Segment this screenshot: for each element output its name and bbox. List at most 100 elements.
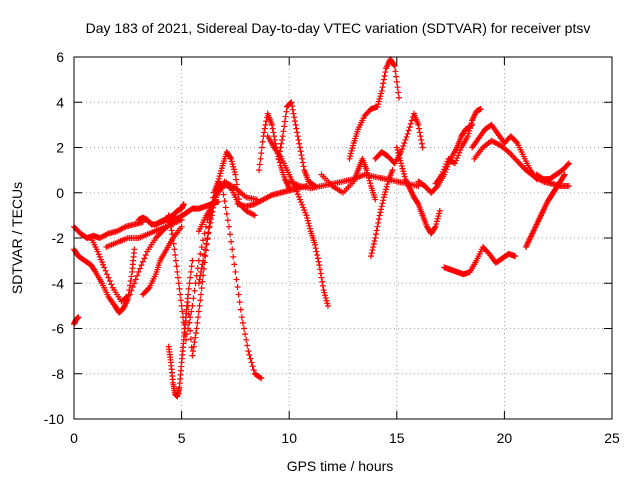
- data-point-interp: [560, 172, 567, 179]
- data-point-interp: [380, 76, 387, 83]
- data-point-interp: [400, 168, 407, 175]
- data-point-interp: [199, 261, 206, 268]
- data-point-interp: [416, 129, 423, 136]
- x-tick-label: 20: [497, 430, 513, 446]
- data-point-interp: [293, 188, 300, 195]
- data-point-interp: [177, 291, 184, 298]
- data-point-interp: [378, 206, 385, 213]
- x-tick-label: 15: [389, 430, 405, 446]
- data-point-interp: [197, 297, 204, 304]
- data-point-interp: [97, 256, 104, 263]
- series-arc-29: [522, 171, 568, 251]
- series-arc-25: [432, 106, 484, 187]
- data-point-interp: [317, 266, 324, 273]
- data-point: [512, 253, 519, 260]
- x-tick-label: 5: [178, 430, 186, 446]
- y-tick-label: -2: [52, 230, 65, 246]
- data-point-interp: [366, 177, 373, 184]
- data-point-interp: [402, 136, 409, 143]
- data-point-interp: [314, 255, 321, 262]
- data-point: [389, 167, 396, 174]
- data-point-interp: [208, 216, 215, 223]
- data-point-interp: [259, 138, 266, 145]
- data-point-interp: [192, 330, 199, 337]
- data-point: [561, 171, 568, 178]
- data-point: [245, 348, 252, 355]
- data-point-interp: [224, 217, 231, 224]
- axis-ticks: 0 5 10 15 20 25 -10 -8 -6 -4 -2 0 2 4 6: [44, 49, 620, 446]
- data-point-interp: [207, 219, 214, 226]
- data-point-interp: [418, 136, 425, 143]
- data-point-interp: [105, 274, 112, 281]
- data-point-interp: [380, 197, 387, 204]
- data-point-interp: [257, 155, 264, 162]
- data-point-interp: [322, 292, 329, 299]
- data-point-interp: [436, 210, 443, 217]
- data-point: [279, 133, 286, 140]
- data-point-interp: [281, 123, 288, 130]
- data-point-interp: [95, 251, 102, 258]
- data-point: [324, 302, 331, 309]
- data-point-interp: [322, 294, 329, 301]
- data-point-interp: [103, 271, 110, 278]
- data-point: [436, 207, 443, 214]
- data-point-interp: [304, 215, 311, 222]
- data-point-interp: [179, 308, 186, 315]
- data-point-interp: [398, 162, 405, 169]
- data-point-interp: [375, 101, 382, 108]
- data-point-interp: [314, 251, 321, 258]
- data-point: [101, 264, 108, 271]
- data-point-interp: [289, 103, 296, 110]
- data-point-interp: [365, 175, 372, 182]
- data-point: [232, 268, 239, 275]
- data-point-interp: [228, 238, 235, 245]
- data-point-interp: [287, 100, 294, 107]
- data-point-interp: [98, 259, 105, 266]
- data-point: [94, 248, 101, 255]
- series-arc-03: [71, 314, 82, 327]
- data-point-interp: [196, 276, 203, 283]
- data-point-interp: [215, 175, 222, 182]
- data-point-interp: [350, 142, 357, 149]
- data-point-interp: [294, 129, 301, 136]
- data-point-interp: [172, 251, 179, 258]
- data-point-interp: [382, 188, 389, 195]
- data-point-interp: [442, 163, 449, 170]
- data-point-interp: [403, 133, 410, 140]
- data-point-interp: [416, 125, 423, 132]
- data-point-interp: [102, 267, 109, 274]
- data-point-interp: [214, 182, 221, 189]
- data-point-interp: [282, 113, 289, 120]
- data-point-interp: [375, 216, 382, 223]
- data-point-interp: [324, 300, 331, 307]
- data-point-interp: [231, 169, 238, 176]
- data-point-interp: [280, 128, 287, 135]
- data-point-interp: [289, 106, 296, 113]
- data-point-interp: [198, 265, 205, 272]
- data-point: [258, 375, 265, 382]
- data-point-interp: [248, 359, 255, 366]
- data-point: [126, 291, 133, 298]
- data-point-interp: [192, 334, 199, 341]
- data-point: [419, 144, 426, 151]
- data-point-interp: [142, 251, 149, 258]
- data-point-interp: [384, 181, 391, 188]
- data-point: [202, 253, 209, 260]
- data-point-interp: [397, 157, 404, 164]
- data-point-interp: [261, 129, 268, 136]
- data-point-interp: [435, 213, 442, 220]
- data-point: [135, 268, 142, 275]
- data-point-interp: [290, 110, 297, 117]
- data-point-interp: [312, 245, 319, 252]
- data-point-interp: [269, 125, 276, 132]
- data-point-interp: [222, 204, 229, 211]
- data-point-interp: [235, 191, 242, 198]
- y-tick-label: 0: [56, 185, 64, 201]
- data-point-interp: [257, 374, 264, 381]
- data-point-interp: [408, 117, 415, 124]
- data-point-interp: [169, 231, 176, 238]
- data-point-interp: [187, 314, 194, 321]
- data-point: [372, 235, 379, 241]
- series-arc-23: [393, 144, 443, 237]
